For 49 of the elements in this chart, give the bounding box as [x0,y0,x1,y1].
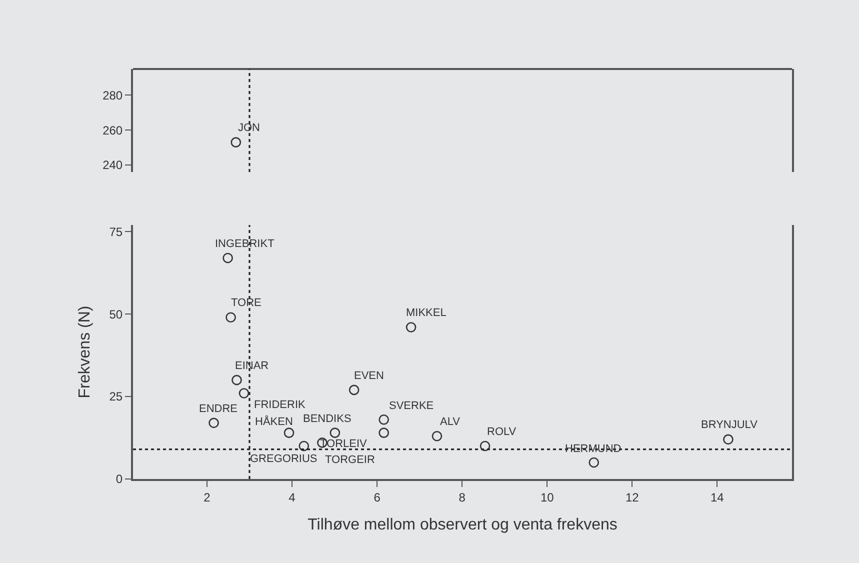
point [348,384,360,396]
annotation: HERMUND [565,443,622,455]
annotation: GREGORIUS [250,453,318,465]
point [378,428,389,438]
y-axis-title: Frekvens (N) [76,306,94,398]
point [406,322,416,332]
annotation: JON [238,122,260,134]
annotation: EINAR [235,360,269,372]
annotation: ALV [440,416,461,428]
annotation: ENDRE [199,403,238,415]
annotation: TORE [231,297,262,309]
point [378,414,389,425]
x-axis-title: Tilhøve mellom observert og venta frekvens [308,516,618,534]
annotation: EVEN [354,370,384,382]
point [480,440,490,452]
x-tick-label: 14 [710,490,724,504]
point [284,428,294,438]
annotation: ROLV [487,426,517,438]
annotation: MIKKEL [406,307,446,319]
point [222,252,233,264]
point [723,434,734,445]
x-tick-label: 6 [374,490,381,504]
annotation: HÅKEN [255,415,293,428]
x-tick-label: 4 [288,490,296,504]
point [208,418,219,428]
y-tick-label: 75 [109,224,123,239]
annotation: BENDIKS [303,413,352,425]
annotation: BRYNJULV [701,419,758,431]
annotation: FRIDERIK [254,399,306,411]
point [232,374,242,386]
annotation: INGEBRIKT [215,238,275,250]
point [588,457,600,468]
y-tick-label: 0 [116,472,123,486]
x-tick-label: 10 [540,490,554,504]
annotation: TORGEIR [325,454,375,466]
y-tick-label: 280 [102,88,123,102]
point [238,388,250,398]
point [226,312,236,323]
annotation: SVERKE [389,400,434,412]
x-tick-label: 2 [204,490,211,504]
point [298,440,310,452]
x-tick-label: 8 [458,490,466,504]
y-tick-label: 240 [102,158,123,172]
y-tick-label: 50 [109,307,123,322]
x-tick-label: 12 [625,490,640,504]
y-tick-label: 260 [102,123,123,138]
point [432,430,442,442]
point [330,428,340,438]
y-tick-label: 25 [109,390,123,404]
